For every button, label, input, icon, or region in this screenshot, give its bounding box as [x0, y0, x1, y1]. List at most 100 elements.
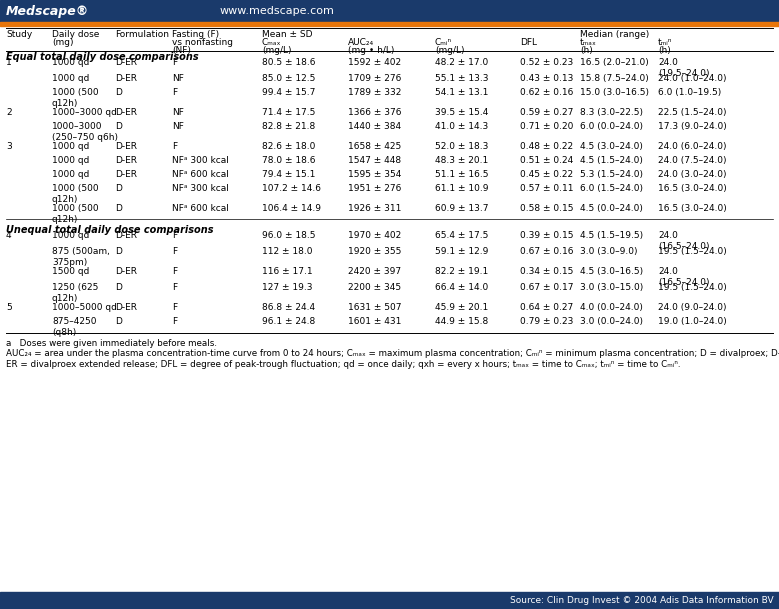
Text: 0.57 ± 0.11: 0.57 ± 0.11	[520, 184, 573, 193]
Text: 44.9 ± 15.8: 44.9 ± 15.8	[435, 317, 488, 326]
Text: 107.2 ± 14.6: 107.2 ± 14.6	[262, 184, 321, 193]
Text: NFᵃ 300 kcal: NFᵃ 300 kcal	[172, 184, 229, 193]
Text: 24.0
(16.5–24.0): 24.0 (16.5–24.0)	[658, 231, 710, 251]
Text: F: F	[172, 317, 177, 326]
Text: 1789 ± 332: 1789 ± 332	[348, 88, 401, 97]
Text: 60.9 ± 13.7: 60.9 ± 13.7	[435, 204, 488, 213]
Text: (h): (h)	[658, 46, 671, 55]
Text: 1000 qd: 1000 qd	[52, 58, 90, 67]
Text: 5.3 (1.5–24.0): 5.3 (1.5–24.0)	[580, 170, 643, 179]
Text: Equal total daily dose comparisons: Equal total daily dose comparisons	[6, 52, 199, 62]
Text: 1000–5000 qd: 1000–5000 qd	[52, 303, 117, 312]
Text: 1595 ± 354: 1595 ± 354	[348, 170, 401, 179]
Text: 1709 ± 276: 1709 ± 276	[348, 74, 401, 83]
Text: Median (range): Median (range)	[580, 30, 649, 39]
Text: 24.0 (9.0–24.0): 24.0 (9.0–24.0)	[658, 303, 727, 312]
Text: F: F	[172, 88, 177, 97]
Text: 116 ± 17.1: 116 ± 17.1	[262, 267, 312, 276]
Text: F: F	[172, 142, 177, 151]
Text: 1000 (500
q12h): 1000 (500 q12h)	[52, 88, 99, 108]
Text: F: F	[172, 303, 177, 312]
Text: 6.0 (0.0–24.0): 6.0 (0.0–24.0)	[580, 122, 643, 131]
Text: 1658 ± 425: 1658 ± 425	[348, 142, 401, 151]
Text: 0.67 ± 0.16: 0.67 ± 0.16	[520, 247, 573, 256]
Text: F: F	[172, 283, 177, 292]
Text: (mg/L): (mg/L)	[435, 46, 464, 55]
Text: 24.0 (1.0–24.0): 24.0 (1.0–24.0)	[658, 74, 727, 83]
Text: 112 ± 18.0: 112 ± 18.0	[262, 247, 312, 256]
Text: NFᵃ 300 kcal: NFᵃ 300 kcal	[172, 156, 229, 165]
Text: Mean ± SD: Mean ± SD	[262, 30, 312, 39]
Text: 4.5 (3.0–24.0): 4.5 (3.0–24.0)	[580, 142, 643, 151]
Text: 0.64 ± 0.27: 0.64 ± 0.27	[520, 303, 573, 312]
Text: F: F	[172, 231, 177, 240]
Text: 61.1 ± 10.9: 61.1 ± 10.9	[435, 184, 488, 193]
Text: (NF): (NF)	[172, 46, 191, 55]
Text: 1920 ± 355: 1920 ± 355	[348, 247, 401, 256]
Text: 16.5 (2.0–21.0): 16.5 (2.0–21.0)	[580, 58, 649, 67]
Text: 71.4 ± 17.5: 71.4 ± 17.5	[262, 108, 315, 117]
Text: 17.3 (9.0–24.0): 17.3 (9.0–24.0)	[658, 122, 727, 131]
Text: Cₘₐₓ: Cₘₐₓ	[262, 38, 281, 47]
Text: 19.5 (1.5–24.0): 19.5 (1.5–24.0)	[658, 247, 727, 256]
Text: Fasting (F): Fasting (F)	[172, 30, 219, 39]
Text: 96.0 ± 18.5: 96.0 ± 18.5	[262, 231, 315, 240]
Text: 15.0 (3.0–16.5): 15.0 (3.0–16.5)	[580, 88, 649, 97]
Text: 4: 4	[6, 231, 12, 240]
Text: 41.0 ± 14.3: 41.0 ± 14.3	[435, 122, 488, 131]
Text: 4.5 (1.5–24.0): 4.5 (1.5–24.0)	[580, 156, 643, 165]
Text: D-ER: D-ER	[115, 156, 137, 165]
Text: 1970 ± 402: 1970 ± 402	[348, 231, 401, 240]
Text: 875–4250
(q8h): 875–4250 (q8h)	[52, 317, 97, 337]
Text: 1500 qd: 1500 qd	[52, 267, 90, 276]
Text: D-ER: D-ER	[115, 267, 137, 276]
Text: 19.0 (1.0–24.0): 19.0 (1.0–24.0)	[658, 317, 727, 326]
Text: NFᵃ 600 kcal: NFᵃ 600 kcal	[172, 170, 229, 179]
Text: 0.67 ± 0.17: 0.67 ± 0.17	[520, 283, 573, 292]
Text: D: D	[115, 283, 122, 292]
Text: 86.8 ± 24.4: 86.8 ± 24.4	[262, 303, 315, 312]
Text: NF: NF	[172, 122, 184, 131]
Text: 22.5 (1.5–24.0): 22.5 (1.5–24.0)	[658, 108, 727, 117]
Text: D: D	[115, 317, 122, 326]
Text: Daily dose: Daily dose	[52, 30, 100, 39]
Text: 2420 ± 397: 2420 ± 397	[348, 267, 401, 276]
Text: (h): (h)	[580, 46, 593, 55]
Text: DFL: DFL	[520, 38, 537, 47]
Text: 0.71 ± 0.20: 0.71 ± 0.20	[520, 122, 573, 131]
Text: D: D	[115, 247, 122, 256]
Text: NF: NF	[172, 108, 184, 117]
Text: NF: NF	[172, 74, 184, 83]
Text: 4.5 (1.5–19.5): 4.5 (1.5–19.5)	[580, 231, 643, 240]
Text: 80.5 ± 18.6: 80.5 ± 18.6	[262, 58, 315, 67]
Text: D: D	[115, 88, 122, 97]
Text: 4.5 (3.0–16.5): 4.5 (3.0–16.5)	[580, 267, 643, 276]
Text: F: F	[172, 58, 177, 67]
Text: 1366 ± 376: 1366 ± 376	[348, 108, 401, 117]
Text: D-ER: D-ER	[115, 170, 137, 179]
Text: 1951 ± 276: 1951 ± 276	[348, 184, 401, 193]
Text: 82.8 ± 21.8: 82.8 ± 21.8	[262, 122, 315, 131]
Text: 3.0 (3.0–15.0): 3.0 (3.0–15.0)	[580, 283, 643, 292]
Text: 15.8 (7.5–24.0): 15.8 (7.5–24.0)	[580, 74, 649, 83]
Text: 4.5 (0.0–24.0): 4.5 (0.0–24.0)	[580, 204, 643, 213]
Text: 0.79 ± 0.23: 0.79 ± 0.23	[520, 317, 573, 326]
Text: 0.45 ± 0.22: 0.45 ± 0.22	[520, 170, 573, 179]
Text: 0.34 ± 0.15: 0.34 ± 0.15	[520, 267, 573, 276]
Text: a   Doses were given immediately before meals.: a Doses were given immediately before me…	[6, 339, 217, 348]
Text: Study: Study	[6, 30, 32, 39]
Text: 4.0 (0.0–24.0): 4.0 (0.0–24.0)	[580, 303, 643, 312]
Text: 875 (500am,
375pm): 875 (500am, 375pm)	[52, 247, 110, 267]
Bar	[0, 0, 779, 22]
Text: D-ER: D-ER	[115, 58, 137, 67]
Text: F: F	[172, 267, 177, 276]
Text: 2: 2	[6, 108, 12, 117]
Text: AUC₂₄: AUC₂₄	[348, 38, 374, 47]
Text: 8.3 (3.0–22.5): 8.3 (3.0–22.5)	[580, 108, 643, 117]
Text: 1547 ± 448: 1547 ± 448	[348, 156, 401, 165]
Text: 16.5 (3.0–24.0): 16.5 (3.0–24.0)	[658, 184, 727, 193]
Text: 1601 ± 431: 1601 ± 431	[348, 317, 401, 326]
Text: 1000 qd: 1000 qd	[52, 231, 90, 240]
Text: 1000 qd: 1000 qd	[52, 74, 90, 83]
Text: 65.4 ± 17.5: 65.4 ± 17.5	[435, 231, 488, 240]
